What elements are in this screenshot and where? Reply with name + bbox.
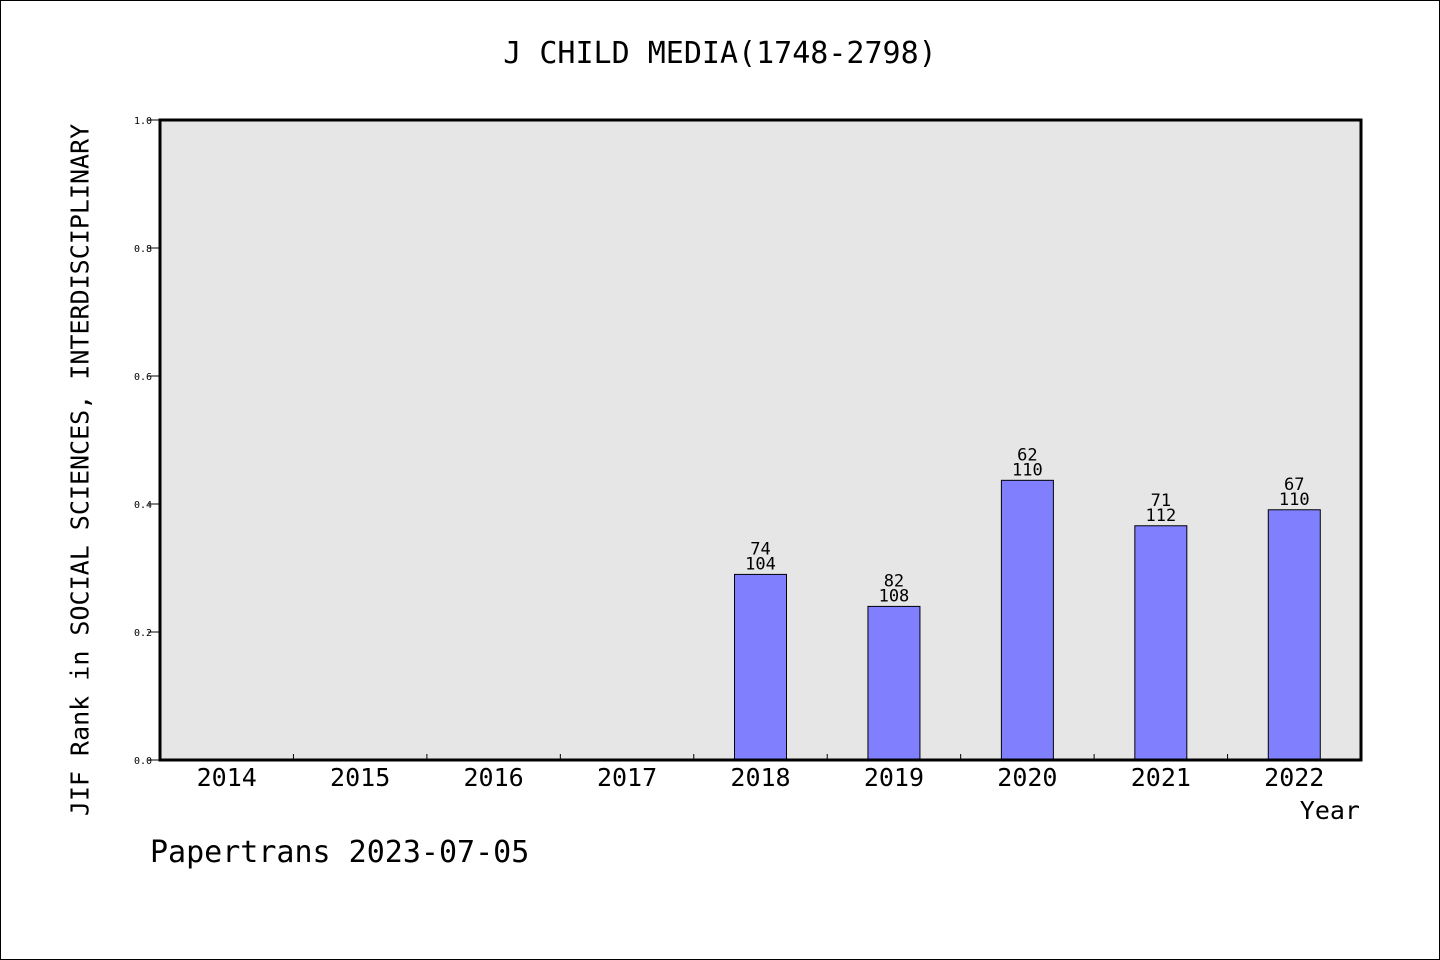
y-tick-label: 0.0 — [134, 756, 152, 767]
chart-title: J CHILD MEDIA(1748-2798) — [503, 36, 937, 71]
y-tick-label: 0.2 — [134, 628, 152, 639]
x-tick-label: 2016 — [464, 763, 524, 792]
bar — [734, 573, 787, 761]
y-tick-label: 0.6 — [134, 372, 152, 383]
footer-credit: Papertrans 2023-07-05 — [150, 835, 530, 870]
bar-label-total: 104 — [745, 554, 776, 574]
y-tick-label: 0.8 — [134, 244, 152, 255]
x-tick-label: 2021 — [1131, 763, 1191, 792]
bar — [1000, 479, 1054, 761]
y-tick-label: 1.0 — [134, 116, 152, 127]
bar — [1267, 509, 1321, 761]
x-tick-label: 2019 — [864, 763, 924, 792]
x-tick-label: 2017 — [597, 763, 657, 792]
x-tick-label: 2015 — [330, 763, 390, 792]
bar-label-rank: 62 — [1017, 445, 1037, 465]
bar-label-rank: 67 — [1284, 475, 1304, 495]
x-axis-label: Year — [1299, 796, 1360, 825]
bar-label-total: 110 — [1012, 460, 1043, 480]
x-tick-label: 2022 — [1264, 763, 1324, 792]
bar-label-rank: 74 — [750, 539, 770, 559]
bar-label-total: 110 — [1279, 490, 1310, 510]
bar-label-total: 112 — [1145, 506, 1176, 526]
bar-label-total: 108 — [879, 586, 910, 606]
x-tick-label: 2014 — [197, 763, 257, 792]
x-tick-label: 2018 — [730, 763, 790, 792]
plot-border — [158, 118, 1363, 762]
y-tick-label: 0.4 — [134, 500, 152, 511]
bar — [867, 605, 921, 761]
bar — [1134, 525, 1188, 761]
bar-label-rank: 82 — [884, 571, 904, 591]
x-tick-label: 2020 — [997, 763, 1057, 792]
bar-label-rank: 71 — [1151, 491, 1171, 511]
